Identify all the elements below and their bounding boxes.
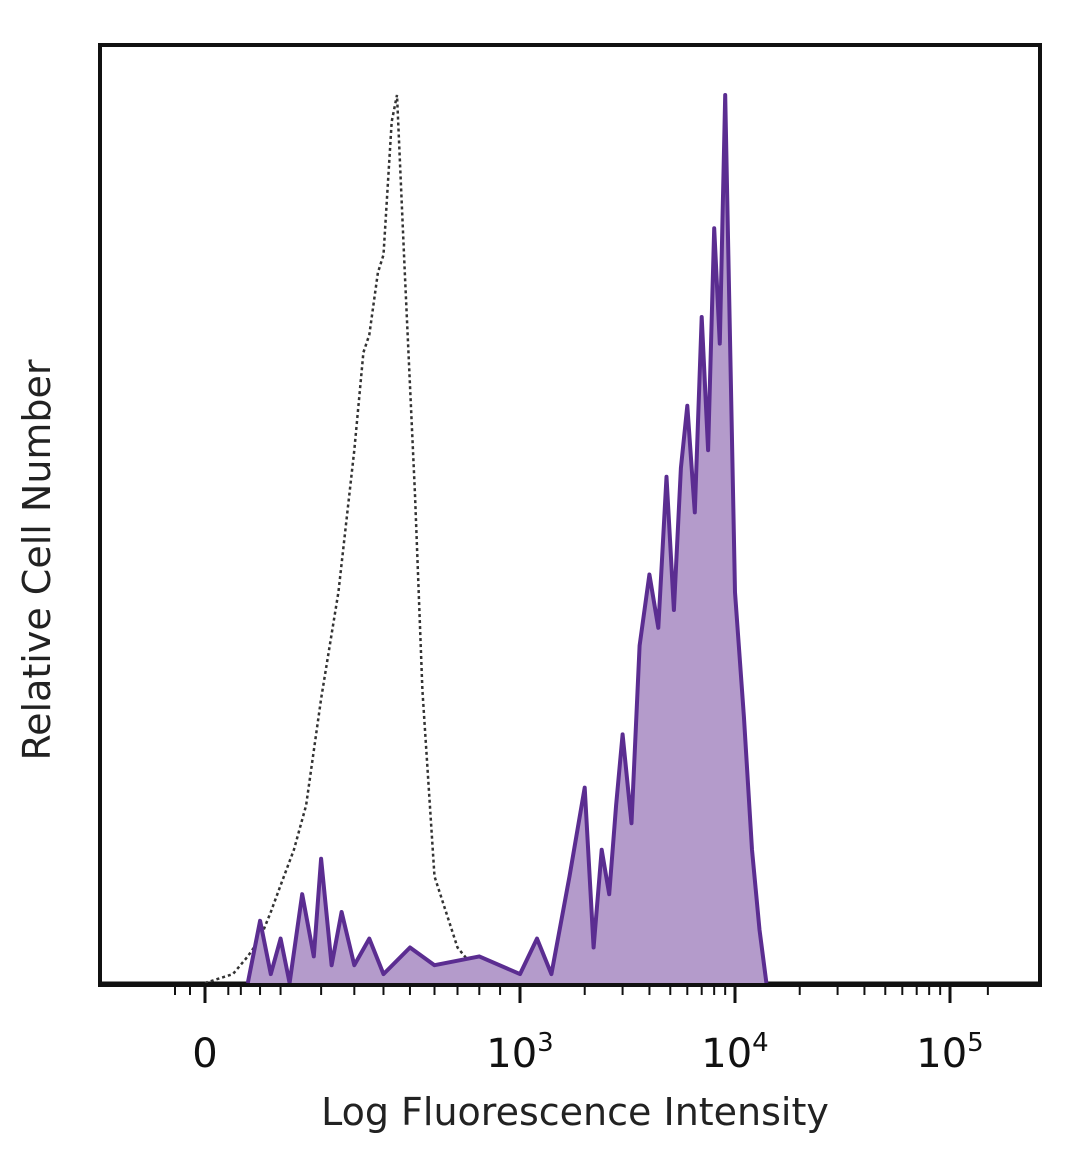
x-tick-label: 0: [192, 1031, 217, 1077]
plot-frame: [98, 43, 1042, 987]
series-0-dotted-outline: [204, 94, 521, 985]
y-axis-title: Relative Cell Number: [15, 359, 59, 760]
x-axis-ticks: [174, 985, 989, 1003]
x-tick-label: 103: [486, 1028, 553, 1077]
x-tick-label: 105: [916, 1028, 983, 1077]
plot-area: [100, 93, 1040, 985]
series-1-fill: [247, 95, 767, 983]
series-1-outline: [245, 93, 769, 985]
x-tick-label: 104: [701, 1028, 768, 1077]
x-axis-title: Log Fluorescence Intensity: [321, 1090, 829, 1134]
x-axis-tick-labels: 0 103 104 105: [192, 1028, 983, 1077]
